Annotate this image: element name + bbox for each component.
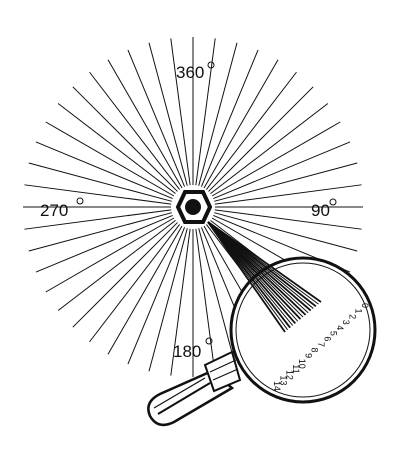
fan-ray bbox=[57, 103, 176, 195]
fan-ray bbox=[148, 228, 188, 372]
fan-ray bbox=[89, 71, 181, 190]
scale-number: 10 bbox=[297, 359, 307, 369]
fan-ray bbox=[127, 227, 186, 365]
center-hub bbox=[175, 190, 213, 224]
fan-ray bbox=[24, 209, 172, 230]
magnified-ray bbox=[207, 221, 312, 312]
scale-number: 4 bbox=[335, 325, 345, 330]
label-top: 360 bbox=[176, 63, 204, 82]
scale-number: 0 bbox=[360, 303, 370, 308]
fan-ray bbox=[214, 209, 362, 230]
fan-ray bbox=[45, 121, 175, 197]
scale-number: 2 bbox=[347, 314, 357, 319]
degree-mark-right bbox=[329, 198, 337, 206]
fan-ray bbox=[198, 42, 238, 186]
scale-number: 5 bbox=[329, 331, 339, 336]
scale-number: 12 bbox=[285, 370, 295, 380]
fan-ray bbox=[203, 59, 279, 189]
center-dot bbox=[185, 199, 201, 215]
fan-ray bbox=[214, 162, 358, 202]
magnified-ray bbox=[207, 221, 307, 316]
fan-ray bbox=[214, 184, 362, 205]
fan-ray bbox=[211, 121, 341, 197]
fan-ray bbox=[205, 71, 297, 190]
label-right: 90 bbox=[311, 201, 330, 220]
fan-ray bbox=[195, 228, 216, 376]
scale-number: 1 bbox=[354, 309, 364, 314]
scale-number: 14 bbox=[272, 381, 282, 391]
magnified-ray bbox=[207, 221, 317, 307]
scale-number: 13 bbox=[278, 375, 288, 385]
fan-ray bbox=[214, 212, 358, 252]
fan-ray bbox=[195, 38, 216, 186]
fan-rays bbox=[23, 37, 363, 377]
fan-ray bbox=[198, 228, 238, 372]
degree-mark-bottom bbox=[205, 337, 213, 345]
fan-ray bbox=[28, 162, 172, 202]
fan-ray bbox=[210, 103, 329, 195]
scale-number: 7 bbox=[316, 342, 326, 347]
fan-ray bbox=[148, 42, 188, 186]
magnified-ray bbox=[207, 221, 322, 303]
compass-labels: 360 90 180 270 bbox=[40, 61, 337, 361]
fan-ray bbox=[127, 49, 186, 187]
fan-ray bbox=[72, 222, 178, 328]
fan-ray bbox=[28, 212, 172, 252]
scale-number: 6 bbox=[322, 336, 332, 341]
fan-ray bbox=[107, 59, 183, 189]
scale-number: 11 bbox=[291, 364, 301, 373]
scale-number: 8 bbox=[310, 348, 320, 353]
magnifier-handle bbox=[147, 350, 242, 427]
scale-number: 9 bbox=[303, 353, 313, 358]
fan-ray bbox=[170, 38, 191, 186]
fan-ray bbox=[89, 224, 181, 343]
label-bottom: 180 bbox=[173, 342, 201, 361]
fan-ray bbox=[170, 228, 191, 376]
fan-ray bbox=[200, 49, 259, 187]
fan-ray bbox=[45, 217, 175, 293]
degree-mark-left bbox=[76, 197, 84, 205]
fan-ray bbox=[107, 225, 183, 355]
magnified-ray bbox=[207, 221, 296, 325]
magnified-ray bbox=[207, 221, 302, 320]
fan-ray bbox=[208, 86, 314, 192]
fan-ray bbox=[35, 214, 173, 273]
fan-ray bbox=[213, 141, 351, 200]
scale-number: 3 bbox=[341, 320, 351, 325]
label-left: 270 bbox=[40, 201, 68, 220]
fan-ray bbox=[57, 219, 176, 311]
magnified-rays bbox=[207, 221, 322, 333]
magnified-ray bbox=[207, 221, 286, 333]
magnifier-lens-rim bbox=[235, 262, 371, 398]
magnified-ray bbox=[207, 221, 291, 329]
degree-mark-top bbox=[207, 61, 215, 69]
fan-ray bbox=[35, 141, 173, 200]
fan-ray bbox=[72, 86, 178, 192]
fan-ray bbox=[24, 184, 172, 205]
